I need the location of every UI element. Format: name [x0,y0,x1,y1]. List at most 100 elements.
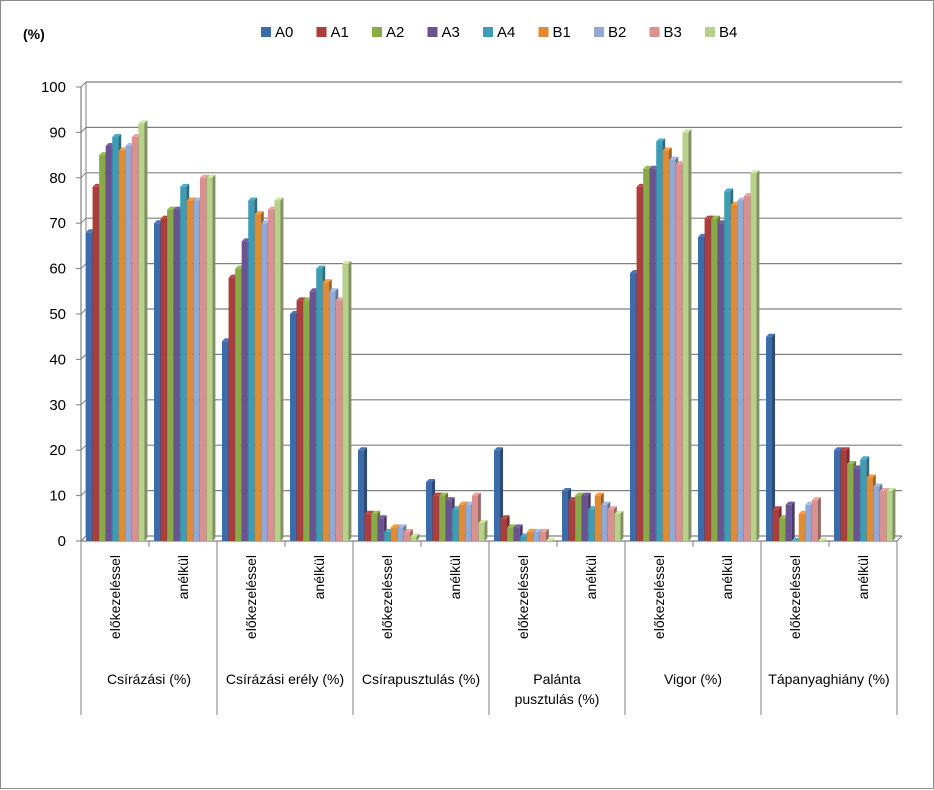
subcategory-label: előkezeléssel [107,555,123,639]
bar [750,170,760,541]
bar-front [199,177,206,542]
bar-front [879,491,886,541]
bar [682,129,692,541]
bar-side [772,333,776,541]
bar-top [818,538,828,541]
bar-front [478,522,485,541]
bar-front [465,504,472,541]
bar-front [303,300,310,541]
bar-front [371,513,378,541]
bar-front [426,481,433,541]
bar-front [193,200,200,541]
bar-front [743,195,750,541]
bar-front [805,504,812,541]
bar-side [484,519,488,541]
y-tick-label: 60 [49,261,66,278]
group-label-line: pusztulás (%) [515,691,600,707]
group-label-line: Palánta [533,671,581,687]
bar-side [212,174,216,542]
gridline-wall [80,354,87,360]
bar [206,174,216,542]
bar-front [235,268,242,541]
bar-front [737,200,744,541]
y-tick-label: 40 [49,351,66,368]
bar-front [92,186,99,541]
subcategory-label: anélkül [311,555,327,599]
bar-front [834,450,841,541]
bar-front [410,536,417,541]
bar-front [675,164,682,541]
bar [539,528,549,541]
bar-front [886,491,893,541]
bar [818,538,828,541]
legend-swatch [372,27,382,37]
legend-label: B4 [719,24,737,41]
bar-front [614,513,621,541]
bar-front [222,341,229,541]
y-tick-label: 30 [49,397,66,414]
bar-front [403,531,410,541]
bar-front [160,218,167,541]
bar-side [892,488,896,541]
bar-front [316,268,323,541]
gridline-wall [80,81,87,88]
bar-front [860,459,867,541]
bar-front [840,450,847,541]
bar-front [730,205,737,542]
bar-front [811,500,818,541]
bar-front [390,527,397,541]
group-label: Csírázási (%) [107,671,191,687]
y-tick-label: 90 [49,124,66,141]
bar-front [241,241,248,542]
y-tick-label: 100 [41,79,66,96]
bar-front [630,273,637,541]
bar-front [520,536,527,541]
bar-front [397,527,404,541]
bars [86,120,896,542]
bar-front [669,159,676,541]
bar-front [711,218,718,541]
subcategory-label: előkezeléssel [787,555,803,639]
bar-front [329,291,336,541]
legend-swatch [649,27,660,37]
bar-front [526,531,533,541]
legend-swatch [316,27,327,37]
legend-swatch [538,27,549,37]
bar-front [384,531,391,541]
bar-front [458,504,465,541]
bar-front [779,518,786,541]
bar-front [131,136,138,541]
bar-front [439,495,446,541]
bar-front [798,513,805,541]
bar-side [756,170,760,541]
legend-label: A2 [386,24,404,41]
legend-label: A0 [275,24,293,41]
group-label: Vigor (%) [664,671,722,687]
bar-front [568,500,575,541]
bar-top [546,538,556,541]
bar-front [228,277,235,541]
bar-front [180,186,187,541]
gridline-wall [80,535,87,542]
group-label: Csírázási erély (%) [226,671,344,687]
floor-edge-right [896,535,903,542]
bar-front [717,223,724,541]
legend-label: B3 [664,24,682,41]
subcategory-label: előkezeléssel [515,555,531,639]
group-label: Palánta pusztulás (%) [515,671,600,707]
y-tick-label: 80 [49,170,66,187]
bar-front [533,531,540,541]
bar-front [656,141,663,542]
group-label: Tápanyaghiány (%) [768,671,889,687]
bar-front [562,491,569,541]
gridline-wall [80,172,87,179]
bar [785,501,795,541]
y-tick-label: 0 [58,533,66,550]
y-tick-label: 20 [49,442,66,459]
bar-front [186,200,193,541]
bar-front [112,136,119,541]
bar [614,510,624,541]
bar-side [620,510,624,541]
bar-front [432,495,439,541]
bar-front [118,150,125,541]
